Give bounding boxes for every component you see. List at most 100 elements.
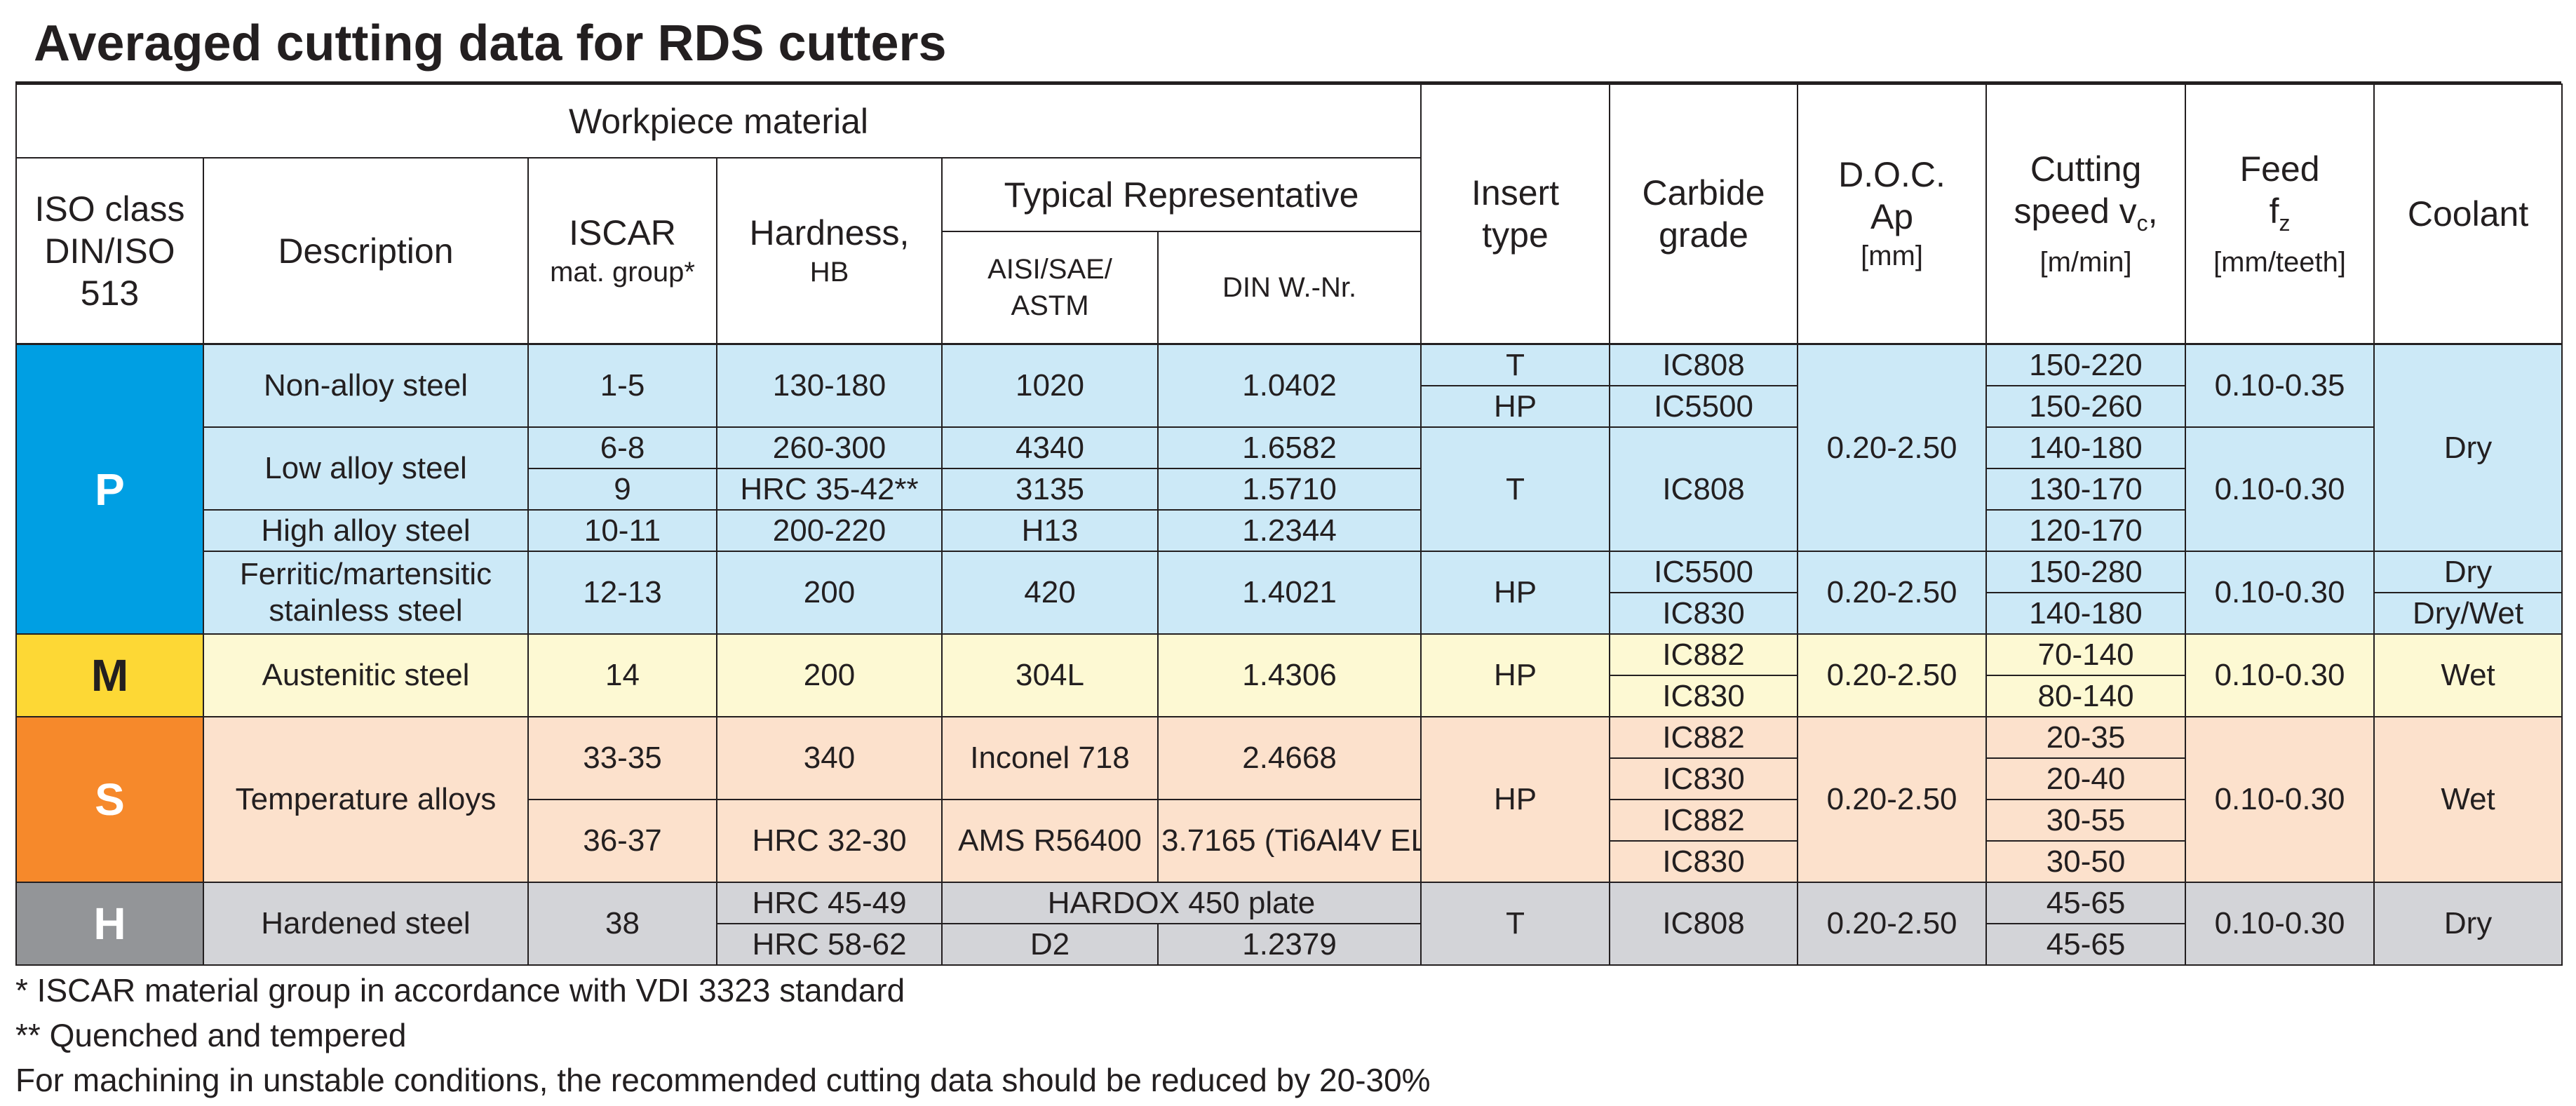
desc-hardened: Hardened steel [203,882,529,966]
aisi-temp-a: Inconel 718 [941,716,1159,800]
din-non-alloy: 1.0402 [1156,343,1422,428]
speed-ferritic-b: 140-180 [1985,592,2187,635]
coolant-hardened: Dry [2373,882,2563,966]
speed-ferritic-a: 150-280 [1985,551,2187,593]
workpiece-material-header: Workpiece material [15,83,1422,159]
feed-hardened: 0.10-0.30 [2185,882,2375,966]
group-low-alloy-a: 6-8 [527,426,717,469]
group-low-alloy-b: 9 [527,468,717,511]
din-hardened-b: 1.2379 [1156,923,1422,966]
speed-temp-1: 20-35 [1985,716,2187,759]
iso-class-line-3: 513 [80,273,140,313]
doc-austenitic: 0.20-2.50 [1797,633,1988,717]
feed-symbol: f [2269,191,2279,231]
speed-temp-2: 20-40 [1985,757,2187,800]
desc-ferritic: Ferritic/martensitic stainless steel [203,551,529,635]
iscar-group-label: ISCAR [569,213,676,252]
coolant-ferritic-b: Dry/Wet [2373,592,2563,635]
insert-non-alloy-a: T [1420,343,1611,386]
desc-high-alloy: High alloy steel [203,509,529,552]
din-ferritic: 1.4021 [1156,551,1422,635]
speed-temp-3: 30-55 [1985,799,2187,842]
coolant-p: Dry [2373,343,2563,552]
din-high-alloy: 1.2344 [1156,509,1422,552]
feed-line-1: Feed [2239,149,2320,189]
cutting-speed-comma: , [2147,191,2158,231]
cutting-data-table: Workpiece material Insert type Carbide g… [15,83,2563,966]
feed-p-shared: 0.10-0.30 [2185,426,2375,552]
aisi-high-alloy: H13 [941,509,1159,552]
doc-line-1: D.O.C. [1838,155,1946,194]
grade-temp-4: IC830 [1609,840,1799,883]
group-austenitic: 14 [527,633,717,717]
speed-low-alloy-b: 130-170 [1985,468,2187,511]
cutting-speed-subscript: c [2136,210,2148,236]
grade-p-shared: IC808 [1609,426,1799,552]
iso-class-line-2: DIN/ISO [44,231,175,271]
footnote-3: For machining in unstable conditions, th… [15,1062,1431,1098]
hardness-hardened-b: HRC 58-62 [716,923,943,966]
grade-temp-2: IC830 [1609,757,1799,800]
aisi-ferritic: 420 [941,551,1159,635]
feed-header: Feed fz [mm/teeth] [2185,83,2375,345]
aisi-non-alloy: 1020 [941,343,1159,428]
cutting-speed-line-2: speed v [2014,191,2137,231]
group-non-alloy: 1-5 [527,343,717,428]
group-temp-a: 33-35 [527,716,717,800]
insert-temp: HP [1420,716,1611,883]
aisi-header: AISI/SAE/ ASTM [941,231,1159,345]
din-header: DIN W.-Nr. [1156,231,1422,345]
grade-ferritic-b: IC830 [1609,592,1799,635]
aisi-hardened-b: D2 [941,923,1159,966]
doc-ferritic: 0.20-2.50 [1797,551,1988,635]
cutting-speed-unit: [m/min] [2039,246,2132,278]
footnote-2: ** Quenched and tempered [15,1017,407,1053]
title-rule [15,81,2561,83]
din-low-alloy-b: 1.5710 [1156,468,1422,511]
typical-representative-header: Typical Representative [940,157,1422,232]
speed-high-alloy: 120-170 [1985,509,2187,552]
speed-non-alloy-a: 150-220 [1985,343,2187,386]
grade-temp-1: IC882 [1609,716,1799,759]
grade-hardened: IC808 [1609,882,1799,966]
coolant-austenitic: Wet [2373,633,2563,717]
insert-hardened: T [1420,882,1611,966]
group-ferritic: 12-13 [527,551,717,635]
speed-hardened-b: 45-65 [1985,923,2187,966]
iso-p-label: P [15,343,204,635]
group-hardened: 38 [527,882,717,966]
hardness-sub: HB [809,256,849,288]
grade-non-alloy-b: IC5500 [1609,385,1799,428]
feed-temp: 0.10-0.30 [2185,716,2375,883]
speed-low-alloy-a: 140-180 [1985,426,2187,469]
grade-austenitic-a: IC882 [1609,633,1799,676]
din-austenitic: 1.4306 [1156,633,1422,717]
doc-p: 0.20-2.50 [1797,343,1988,552]
doc-line-2: Ap [1870,197,1914,236]
iso-m-label: M [15,633,204,717]
doc-hardened: 0.20-2.50 [1797,882,1988,966]
grade-austenitic-b: IC830 [1609,675,1799,717]
description-header: Description [203,157,529,345]
aisi-austenitic: 304L [941,633,1159,717]
insert-ferritic: HP [1420,551,1611,635]
coolant-temp: Wet [2373,716,2563,883]
hardness-austenitic: 200 [716,633,943,717]
rep-hardened-a: HARDOX 450 plate [940,882,1422,924]
speed-temp-4: 30-50 [1985,840,2187,883]
carbide-grade-line-2: grade [1659,215,1748,255]
doc-header: D.O.C. Ap [mm] [1797,83,1988,345]
group-high-alloy: 10-11 [527,509,717,552]
hardness-ferritic: 200 [716,551,943,635]
hardness-low-alloy-a: 260-300 [716,426,943,469]
insert-type-header: Insert type [1420,83,1611,345]
footnotes: * ISCAR material group in accordance wit… [15,968,1431,1102]
desc-low-alloy: Low alloy steel [203,426,529,511]
feed-ferritic: 0.10-0.30 [2185,551,2375,635]
din-temp-b: 3.7165 (Ti6Al4V ELI) [1156,799,1422,883]
iscar-group-header: ISCAR mat. group* [527,157,717,345]
aisi-low-alloy-b: 3135 [941,468,1159,511]
feed-subscript: z [2279,210,2291,236]
insert-type-line-2: type [1482,215,1549,255]
feed-unit: [mm/teeth] [2213,246,2347,278]
